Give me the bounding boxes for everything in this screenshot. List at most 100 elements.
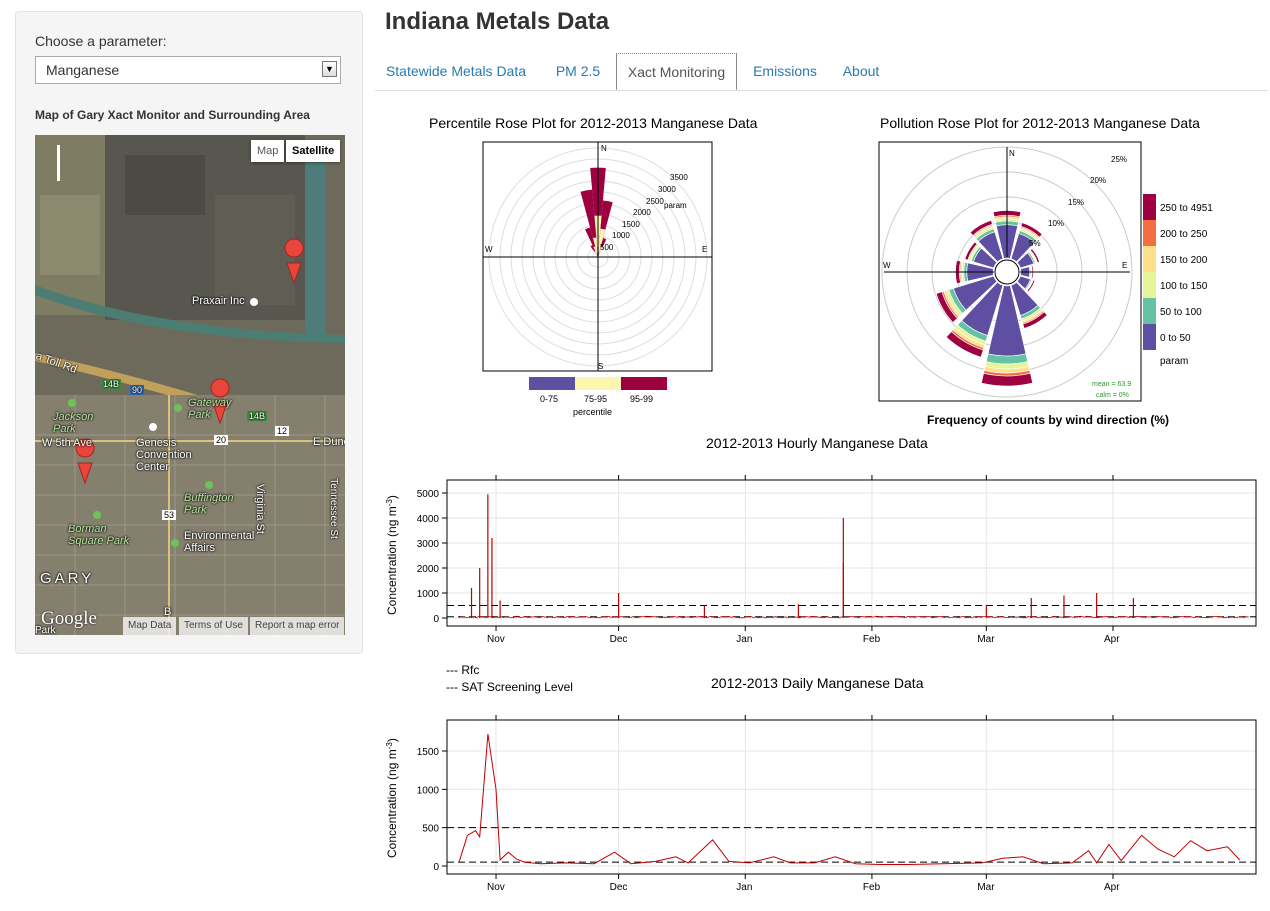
parameter-select[interactable]: Manganese ▼ xyxy=(35,56,341,84)
hourly-chart-title: 2012-2013 Hourly Manganese Data xyxy=(706,435,928,451)
x-tick-label: Feb xyxy=(863,634,881,645)
rose-segment xyxy=(1029,248,1040,264)
west-label: W xyxy=(883,261,891,270)
hourly-series-line xyxy=(459,615,1249,619)
map-label-borman: Borman Square Park xyxy=(68,523,130,547)
legend-label: 95-99 xyxy=(630,394,653,404)
route-14b-shield: 14B xyxy=(247,411,268,421)
legend-label: 200 to 250 xyxy=(1160,229,1208,240)
legend-label: 100 to 150 xyxy=(1160,281,1208,292)
x-tick-label: Apr xyxy=(1104,634,1120,645)
radial-tick: 25% xyxy=(1111,155,1127,164)
route-12-shield: 12 xyxy=(275,426,290,436)
daily-line-chart: Nov Dec Jan Feb Mar Apr 0 500 1000 1500 Concentra… xyxy=(385,715,1257,893)
satellite-map[interactable]: Map Satellite Praxair Inc a Toll Rd Jack… xyxy=(35,135,345,635)
map-type-button[interactable]: Map xyxy=(251,140,285,162)
map-label-genesis: Genesis Convention Center xyxy=(136,437,192,473)
y-tick-label: 5000 xyxy=(417,489,440,500)
map-label-praxair: Praxair Inc xyxy=(192,295,245,307)
radial-tick: 2000 xyxy=(633,208,651,217)
map-label-park: Park xyxy=(35,625,56,635)
tab-about[interactable]: About xyxy=(842,63,880,79)
route-90-shield: 90 xyxy=(130,385,145,395)
report-map-error-link[interactable]: Report a map error xyxy=(250,617,345,635)
percentile-rose-chart: N E S W 500 1000 1500 2000 2500 3000 350… xyxy=(482,141,713,417)
y-axis-label: Concentration (ng m-3) xyxy=(385,738,399,858)
legend-label: 75-95 xyxy=(584,394,607,404)
wedge-p95 xyxy=(598,228,606,257)
pollution-rose-chart: N E W 5% 10% 15% 20% 25% mean = 63.9 cal… xyxy=(878,141,1213,427)
legend-label: 0-75 xyxy=(540,394,558,404)
rose-segment xyxy=(1026,279,1036,293)
x-tick-label: Mar xyxy=(977,634,995,645)
west-label: W xyxy=(485,245,493,254)
hourly-line-chart: Nov Dec Jan Feb Mar Apr010002000300040005000 … xyxy=(385,475,1257,645)
x-tick-label: Jan xyxy=(736,634,752,645)
percentile-rose-title: Percentile Rose Plot for 2012-2013 Manga… xyxy=(429,115,758,131)
y-tick-label: 1000 xyxy=(417,785,440,796)
tab-xact-monitoring[interactable]: Xact Monitoring xyxy=(616,53,737,90)
legend-title: param xyxy=(1160,356,1188,367)
radial-tick: 20% xyxy=(1090,176,1106,185)
route-20-shield: 20 xyxy=(214,435,229,445)
pollution-wedges xyxy=(935,210,1048,387)
legend-swatch-75-95 xyxy=(575,377,621,390)
route-14b-shield: 14B xyxy=(101,379,122,389)
tab-statewide-metals[interactable]: Statewide Metals Data xyxy=(385,63,527,79)
x-tick-label: Jan xyxy=(736,882,752,893)
map-label-virginia: Virginia St xyxy=(253,484,266,534)
radial-tick: 500 xyxy=(600,243,614,252)
map-label-tennessee: Tennessee St xyxy=(327,478,339,539)
tab-bar: Statewide Metals Data PM 2.5 Xact Monito… xyxy=(375,53,1268,91)
chevron-down-icon[interactable]: ▼ xyxy=(322,61,337,77)
north-label: N xyxy=(601,144,607,153)
y-tick-label: 1500 xyxy=(417,747,440,758)
radial-tick: 1500 xyxy=(622,220,640,229)
daily-series-line xyxy=(458,734,1241,865)
pollution-rose-caption: Frequency of counts by wind direction (%… xyxy=(927,413,1169,427)
y-tick-label: 4000 xyxy=(417,514,440,525)
rose-segment xyxy=(1022,311,1048,329)
map-data-link[interactable]: Map Data xyxy=(123,617,177,635)
map-label-buffington: Buffington Park xyxy=(184,492,234,516)
radial-tick: 2500 xyxy=(646,197,664,206)
x-tick-label: Nov xyxy=(487,882,505,893)
map-title: Map of Gary Xact Monitor and Surrounding… xyxy=(35,108,310,122)
y-tick-label: 1000 xyxy=(417,589,440,600)
legend-title: percentile xyxy=(573,407,612,417)
terms-of-use-link[interactable]: Terms of Use xyxy=(179,617,248,635)
map-label-edune: E Dune xyxy=(313,436,345,448)
daily-chart-title: 2012-2013 Daily Manganese Data xyxy=(711,675,924,691)
rose-segment xyxy=(980,372,1034,387)
y-axis-label: Concentration (ng m-3) xyxy=(385,495,399,615)
x-tick-label: Nov xyxy=(487,634,505,645)
pollution-rose-title: Pollution Rose Plot for 2012-2013 Mangan… xyxy=(880,115,1200,131)
sidebar-panel: Choose a parameter: Manganese ▼ Map of G… xyxy=(15,11,363,654)
y-tick-label: 2000 xyxy=(417,564,440,575)
mean-stat: mean = 63.9 xyxy=(1092,381,1131,388)
pollution-legend xyxy=(1143,194,1156,350)
tab-pm25[interactable]: PM 2.5 xyxy=(555,63,601,79)
radial-tick: 1000 xyxy=(612,231,630,240)
rose-segment xyxy=(1020,222,1043,238)
parameter-select-value: Manganese xyxy=(46,62,120,78)
tab-emissions[interactable]: Emissions xyxy=(753,63,817,79)
north-label: N xyxy=(1009,149,1015,158)
y-tick-label: 3000 xyxy=(417,539,440,550)
map-label-environmental: Environmental Affairs xyxy=(184,530,255,554)
y-tick-label: 0 xyxy=(433,614,439,625)
rose-segment xyxy=(935,291,958,323)
map-label-w5th: W 5th Ave xyxy=(42,437,92,449)
legend-label: 0 to 50 xyxy=(1160,333,1191,344)
x-tick-label: Mar xyxy=(977,882,995,893)
map-label-jackson-park: Jackson Park xyxy=(53,411,94,435)
satellite-type-button[interactable]: Satellite xyxy=(286,140,341,162)
legend-rfc: --- Rfc xyxy=(446,663,480,677)
calm-stat: calm = 0% xyxy=(1096,392,1129,399)
wedge-p95 xyxy=(592,237,598,257)
route-53-shield: 53 xyxy=(162,510,177,520)
rose-segment xyxy=(969,219,993,236)
legend-swatch-95-99 xyxy=(621,377,667,390)
page-title: Indiana Metals Data xyxy=(385,8,610,35)
radial-tick: 3000 xyxy=(658,185,676,194)
